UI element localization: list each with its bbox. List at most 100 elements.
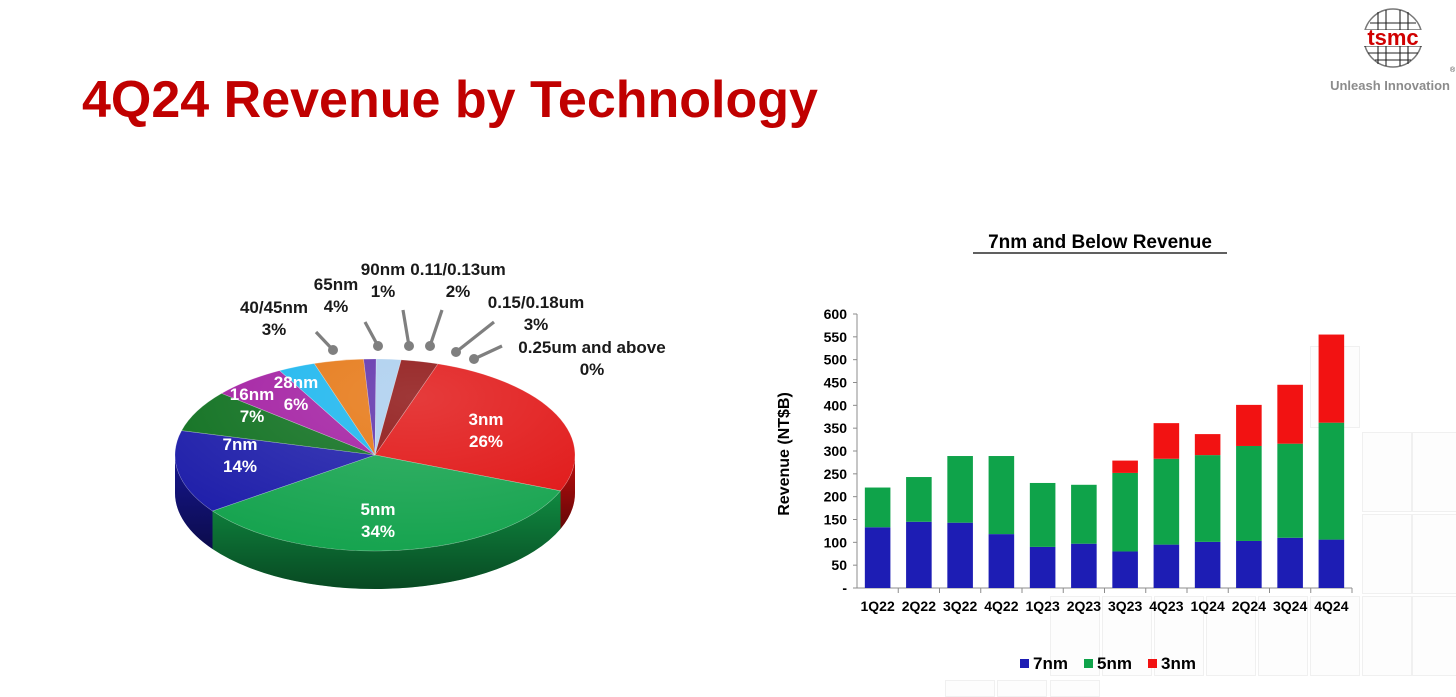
x-tick-label: 1Q22 (861, 598, 895, 614)
x-tick-label: 4Q23 (1149, 598, 1183, 614)
background-decoration (1362, 432, 1412, 512)
background-decoration (1310, 596, 1360, 676)
legend-label-5nm: 5nm (1097, 654, 1132, 673)
background-decoration (1412, 596, 1456, 676)
bar-7nm-2q24 (1236, 540, 1262, 588)
y-tick-label: 200 (824, 489, 848, 505)
background-decoration (1206, 596, 1256, 676)
bar-5nm-1q24 (1194, 455, 1221, 542)
bar-7nm-1q23 (1029, 546, 1056, 588)
pie-side-shade (560, 455, 575, 529)
legend-label-3nm: 3nm (1161, 654, 1196, 673)
tagline: Unleash Innovation (1330, 78, 1450, 93)
legend-label-7nm: 7nm (1033, 654, 1068, 673)
leader-line (428, 309, 444, 347)
y-tick-label: 300 (824, 443, 848, 459)
leader-dot (404, 341, 414, 351)
bar-3nm-4q24 (1318, 334, 1345, 423)
bar-5nm-4q24 (1318, 422, 1345, 540)
bar-3nm-3q24 (1277, 384, 1303, 444)
bar-5nm-2q22 (906, 477, 932, 522)
pie-pct-40-45nm: 3% (262, 320, 287, 339)
pie-pct-7nm: 14% (223, 457, 257, 476)
pie-label-0-25um-and-above: 0.25um and above (518, 338, 665, 357)
bar-3nm-2q24 (1236, 404, 1262, 446)
pie-label-3nm: 3nm (469, 410, 504, 429)
background-decoration (1362, 596, 1412, 676)
x-tick-label: 4Q22 (984, 598, 1018, 614)
x-tick-label: 2Q23 (1067, 598, 1101, 614)
bar-7nm-1q22 (864, 527, 891, 588)
background-decoration (1362, 514, 1412, 594)
logo-text: tsmc (1367, 25, 1418, 50)
background-decoration (1412, 432, 1456, 512)
bar-3nm-3q23 (1112, 460, 1138, 473)
bar-7nm-2q23 (1071, 543, 1097, 588)
pie-pct-65nm: 4% (324, 297, 349, 316)
leader-dot (451, 347, 461, 357)
x-tick-label: 2Q24 (1232, 598, 1266, 614)
leader-dot (425, 341, 435, 351)
x-tick-label: 2Q22 (902, 598, 936, 614)
bar-7nm-4q23 (1153, 544, 1180, 588)
x-tick-label: 3Q24 (1273, 598, 1307, 614)
y-tick-label: 350 (824, 420, 848, 436)
y-tick-label: 600 (824, 306, 848, 322)
bar-7nm-4q22 (988, 534, 1015, 588)
bar-3nm-4q23 (1153, 423, 1180, 459)
bar-5nm-2q23 (1071, 484, 1097, 544)
pie-pct-0-15-0-18um: 3% (524, 315, 549, 334)
x-tick-label: 3Q23 (1108, 598, 1142, 614)
pie-pct-16nm: 7% (240, 407, 265, 426)
pie-pct-90nm: 1% (371, 282, 396, 301)
pie-label-28nm: 28nm (274, 373, 318, 392)
bar-5nm-4q23 (1153, 458, 1180, 545)
bar-5nm-1q22 (864, 487, 891, 528)
stacked-bar-chart: 7nm and Below Revenue Revenue (NT$B) - 50… (776, 232, 1353, 673)
pie-label-90nm: 90nm (361, 260, 405, 279)
background-decoration (1258, 596, 1308, 676)
pie-side-shade (175, 455, 213, 549)
pie-pct-0-11-0-13um: 2% (446, 282, 471, 301)
x-tick-label: 1Q23 (1026, 598, 1060, 614)
leader-line (401, 309, 411, 347)
x-tick-label: 1Q24 (1191, 598, 1225, 614)
legend-swatch-3nm (1148, 659, 1157, 668)
y-tick-label: - (842, 580, 847, 596)
bar-7nm-1q24 (1194, 541, 1221, 588)
leader-dot (469, 354, 479, 364)
pie-label-65nm: 65nm (314, 275, 358, 294)
pie-pct-0-25um-and-above: 0% (580, 360, 605, 379)
x-tick-label: 4Q24 (1314, 598, 1348, 614)
y-tick-label: 400 (824, 397, 848, 413)
y-axis-label: Revenue (NT$B) (776, 392, 793, 516)
leader-line (473, 344, 503, 361)
pie-pct-5nm: 34% (361, 522, 395, 541)
bar-7nm-3q22 (947, 522, 973, 588)
bar-5nm-1q23 (1029, 482, 1056, 547)
bar-chart-title: 7nm and Below Revenue (988, 232, 1212, 253)
pie-label-7nm: 7nm (223, 435, 258, 454)
background-decoration (1154, 596, 1204, 676)
y-tick-label: 50 (831, 557, 847, 573)
registered-mark: ® (1450, 66, 1456, 74)
y-tick-label: 450 (824, 375, 848, 391)
pie-label-16nm: 16nm (230, 385, 274, 404)
background-decoration (1412, 514, 1456, 594)
page-title: 4Q24 Revenue by Technology (82, 71, 818, 129)
pie-label-0-11-0-13um: 0.11/0.13um (410, 260, 505, 279)
bar-7nm-3q24 (1277, 537, 1303, 588)
pie-label-40-45nm: 40/45nm (240, 298, 308, 317)
y-tick-label: 100 (824, 534, 848, 550)
background-decoration (1102, 596, 1152, 676)
pie-side-shade (212, 490, 561, 589)
leader-line (455, 320, 495, 354)
pie-label-5nm: 5nm (361, 500, 396, 519)
pie-label-0-15-0-18um: 0.15/0.18um (488, 293, 584, 312)
bar-5nm-3q22 (947, 456, 973, 523)
pie-pct-3nm: 26% (469, 432, 503, 451)
bar-7nm-3q23 (1112, 551, 1138, 588)
pie-pct-28nm: 6% (284, 395, 309, 414)
y-tick-label: 150 (824, 512, 848, 528)
bar-7nm-2q22 (906, 521, 932, 588)
